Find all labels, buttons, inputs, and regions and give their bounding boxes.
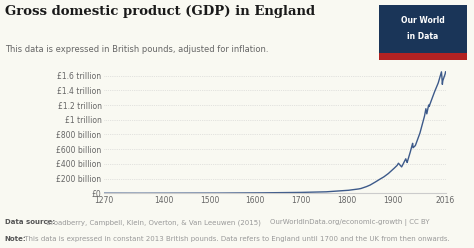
Text: Data source:: Data source:: [5, 219, 55, 225]
Text: Gross domestic product (GDP) in England: Gross domestic product (GDP) in England: [5, 5, 315, 18]
Text: Our World: Our World: [401, 16, 445, 25]
Text: in Data: in Data: [408, 32, 438, 41]
Bar: [379, 53, 467, 60]
Text: Broadberry, Campbell, Klein, Overton, & Van Leeuwen (2015): Broadberry, Campbell, Klein, Overton, & …: [44, 219, 261, 226]
Text: This data is expressed in British pounds, adjusted for inflation.: This data is expressed in British pounds…: [5, 45, 268, 54]
Text: Note:: Note:: [5, 236, 27, 242]
Text: This data is expressed in constant 2013 British pounds. Data refers to England u: This data is expressed in constant 2013 …: [22, 236, 449, 242]
Text: OurWorldInData.org/economic-growth | CC BY: OurWorldInData.org/economic-growth | CC …: [270, 219, 430, 226]
